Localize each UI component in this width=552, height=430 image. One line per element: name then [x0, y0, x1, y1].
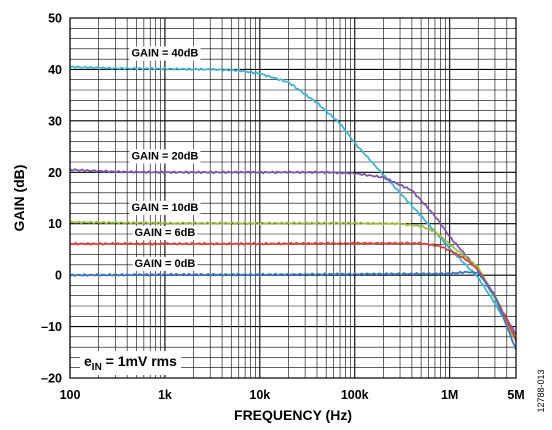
- y-tick-label: –10: [41, 320, 62, 334]
- x-tick-label: 1k: [158, 388, 172, 402]
- series-label-backing: [129, 46, 201, 61]
- y-tick-label: 30: [48, 114, 62, 128]
- x-axis-title: FREQUENCY (Hz): [234, 407, 352, 423]
- y-axis-title: GAIN (dB): [11, 165, 27, 232]
- series-line: [69, 270, 517, 350]
- series-label-backing: [129, 149, 201, 164]
- annotation-subscript: IN: [92, 362, 102, 373]
- series-label-backing: [132, 256, 198, 271]
- x-tick-label: 1M: [441, 388, 458, 402]
- x-tick-label: 100: [60, 388, 81, 402]
- y-tick-label: 40: [48, 63, 62, 77]
- y-tick-label: 0: [55, 269, 62, 283]
- plot-frame: [69, 17, 517, 379]
- series-line: [69, 220, 517, 343]
- series-line: [69, 168, 517, 335]
- series-label-backing: [132, 226, 198, 241]
- series-labels: GAIN = 40dB GAIN = 20dB GAIN = 10dB GAIN = …: [129, 46, 201, 271]
- y-tick-label: –20: [41, 372, 62, 386]
- series-label: GAIN = 20dB: [131, 150, 198, 162]
- series-label: GAIN = 6dB: [135, 227, 196, 239]
- figure-id: 12788-013: [536, 369, 546, 412]
- y-tick-label: 20: [48, 166, 62, 180]
- y-tick-label: 10: [48, 217, 62, 231]
- y-tick-label: 50: [48, 12, 62, 26]
- input-annotation: eIN = 1mV rms: [84, 353, 177, 373]
- series-lines: [69, 65, 517, 350]
- series-label: GAIN = 0dB: [135, 258, 196, 270]
- annotation-text: = 1mV rms: [102, 353, 177, 369]
- annotation-backing: [80, 351, 182, 375]
- x-tick-label: 10k: [249, 388, 270, 402]
- series-label: GAIN = 10dB: [131, 202, 198, 214]
- x-tick-label: 5M: [507, 388, 524, 402]
- annotation-main: e: [84, 353, 92, 369]
- series-label-backing: [129, 200, 201, 215]
- series-line: [69, 241, 517, 340]
- series-label: GAIN = 40dB: [131, 48, 198, 60]
- x-tick-label: 100k: [341, 388, 369, 402]
